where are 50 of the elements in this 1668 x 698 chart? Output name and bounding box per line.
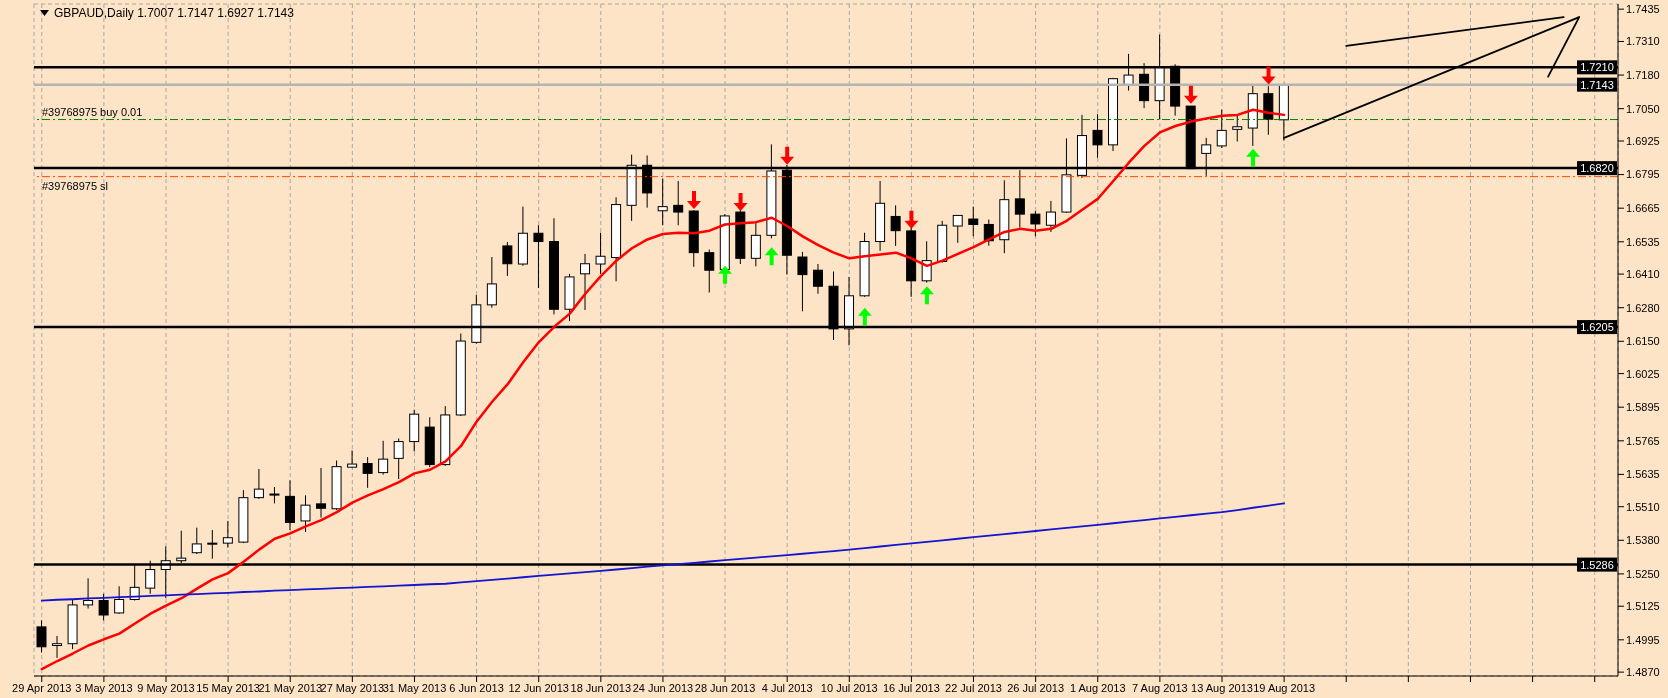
ref-line-label: 1.7210 bbox=[1580, 61, 1614, 74]
x-tick-label: 16 Jul 2013 bbox=[882, 681, 940, 694]
x-tick-label: 26 Jul 2013 bbox=[1007, 681, 1065, 694]
y-tick-label: 1.5380 bbox=[1626, 534, 1660, 547]
y-tick-label: 1.7310 bbox=[1626, 35, 1660, 48]
ref-line-label: #39768975 sl bbox=[42, 179, 109, 192]
x-tick-label: 22 Jul 2013 bbox=[945, 681, 1002, 694]
x-tick-label: 1 Aug 2013 bbox=[1069, 681, 1126, 694]
x-tick-label: 31 May 2013 bbox=[382, 681, 447, 694]
x-tick-label: 3 May 2013 bbox=[75, 681, 133, 694]
x-tick-label: 13 Aug 2013 bbox=[1191, 681, 1253, 694]
ref-line-label: 1.6205 bbox=[1580, 321, 1614, 334]
y-tick-label: 1.5510 bbox=[1626, 500, 1660, 513]
x-tick-label: 9 May 2013 bbox=[137, 681, 195, 694]
x-tick-label: 6 Jun 2013 bbox=[449, 681, 504, 694]
x-tick-label: 27 May 2013 bbox=[320, 681, 385, 694]
x-tick-label: 28 Jun 2013 bbox=[694, 681, 756, 694]
x-tick-label: 15 May 2013 bbox=[196, 681, 260, 694]
x-tick-label: 21 May 2013 bbox=[258, 681, 323, 694]
y-tick-label: 1.7435 bbox=[1626, 3, 1660, 16]
y-tick-label: 1.6280 bbox=[1626, 301, 1660, 314]
x-tick-label: 29 Apr 2013 bbox=[12, 681, 72, 694]
x-tick-label: 18 Jun 2013 bbox=[570, 681, 632, 694]
y-tick-label: 1.6665 bbox=[1626, 202, 1660, 215]
y-tick-label: 1.4870 bbox=[1626, 666, 1660, 679]
y-tick-label: 1.6410 bbox=[1626, 268, 1660, 280]
y-tick-label: 1.5250 bbox=[1626, 567, 1660, 580]
x-tick-label: 19 Aug 2013 bbox=[1253, 681, 1316, 694]
ref-line-label: #39768975 buy 0.01 bbox=[42, 105, 143, 118]
x-tick-label: 12 Jun 2013 bbox=[508, 681, 569, 694]
x-tick-label: 10 Jul 2013 bbox=[820, 681, 878, 694]
y-tick-label: 1.5895 bbox=[1626, 401, 1660, 414]
x-tick-label: 7 Aug 2013 bbox=[1132, 681, 1188, 694]
x-tick-label: 4 Jul 2013 bbox=[761, 681, 813, 694]
y-tick-label: 1.6535 bbox=[1626, 235, 1660, 248]
x-tick-label: 24 Jun 2013 bbox=[632, 681, 694, 694]
y-tick-label: 1.4995 bbox=[1626, 633, 1660, 646]
y-tick-label: 1.7050 bbox=[1626, 102, 1660, 115]
ref-line-label: 1.5286 bbox=[1580, 558, 1614, 571]
y-tick-label: 1.5765 bbox=[1626, 434, 1660, 447]
y-tick-label: 1.6150 bbox=[1626, 335, 1660, 348]
y-tick-label: 1.6925 bbox=[1626, 134, 1660, 147]
ref-line-label: 1.6820 bbox=[1580, 162, 1614, 175]
y-tick-label: 1.5635 bbox=[1626, 468, 1660, 481]
y-tick-label: 1.7180 bbox=[1626, 68, 1660, 81]
y-tick-label: 1.5125 bbox=[1626, 600, 1660, 613]
y-tick-label: 1.6025 bbox=[1626, 367, 1660, 380]
y-tick-label: 1.6795 bbox=[1626, 168, 1660, 181]
chart-title: GBPAUD,Daily 1.7007 1.7147 1.6927 1.7143 bbox=[54, 6, 294, 20]
ref-line-label: 1.7143 bbox=[1580, 78, 1614, 91]
